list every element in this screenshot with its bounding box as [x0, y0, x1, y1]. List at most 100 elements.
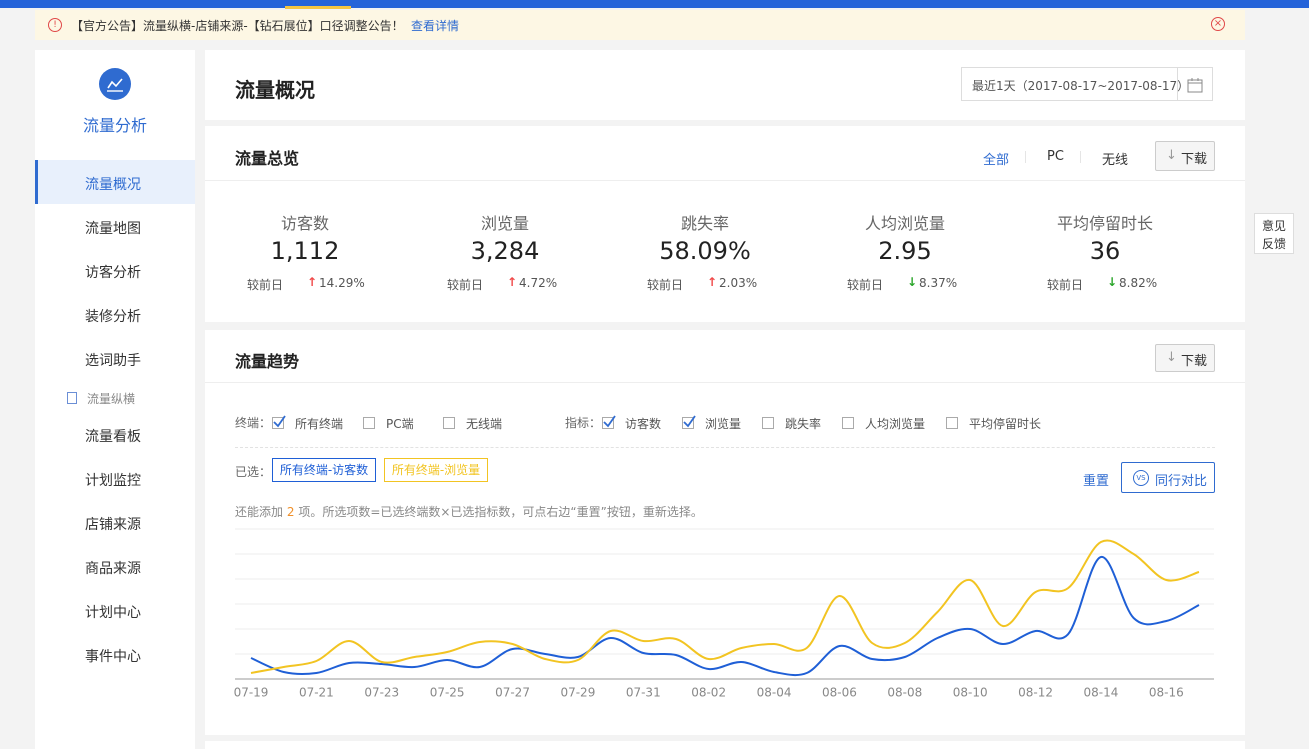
- metric-label: 平均停留时长: [1056, 214, 1153, 233]
- download-label: 下载: [1181, 152, 1208, 167]
- checkmark: [273, 415, 286, 428]
- metric-label: 跳失率: [680, 214, 729, 233]
- menu-item[interactable]: 流量概况: [35, 160, 195, 204]
- checkbox-label: 访客数: [625, 417, 662, 431]
- menu-item[interactable]: 事件中心: [35, 632, 195, 676]
- selected-chip[interactable]: 所有终端-访客数: [272, 458, 376, 482]
- metric-label: 指标：: [565, 416, 602, 430]
- menu-label: 计划监控: [85, 473, 141, 489]
- x-tick-label: 08-02: [691, 686, 726, 700]
- x-tick-label: 07-19: [234, 686, 269, 700]
- download-icon: ↓: [1166, 350, 1177, 365]
- page-title: 流量概况: [235, 78, 315, 102]
- series-line: [250, 556, 1200, 677]
- checkbox-label: 跳失率: [785, 417, 822, 431]
- metric-change: 14.29%: [319, 276, 365, 290]
- checkbox-label: 人均浏览量: [865, 417, 926, 431]
- tab[interactable]: PC: [1047, 149, 1064, 164]
- metric-change: 8.37%: [919, 276, 958, 290]
- menu-item[interactable]: 流量地图: [35, 204, 195, 248]
- trend-arrow: ↓: [1107, 275, 1118, 289]
- metric-value: 2.95: [878, 237, 932, 265]
- menu-item[interactable]: 计划中心: [35, 588, 195, 632]
- checkbox[interactable]: [363, 417, 375, 429]
- checkbox-label: 无线端: [466, 417, 503, 431]
- download-button[interactable]: ↓ 下载: [1155, 344, 1215, 372]
- date-range: 最近1天（2017-08-17~2017-08-17）: [972, 79, 1190, 93]
- notice-link[interactable]: 查看详情: [411, 19, 460, 33]
- checkmark: [683, 415, 696, 428]
- checkmark: [603, 415, 616, 428]
- trend-arrow: ↑: [307, 275, 318, 289]
- tab[interactable]: 无线: [1102, 153, 1129, 168]
- trend-panel: 流量趋势 ↓ 下载 终端： 指标： 已选： 重置 VS 同行对比 还能添加 2 …: [205, 330, 1245, 735]
- x-tick-label: 08-16: [1149, 686, 1184, 700]
- hint-count: 2: [286, 505, 295, 519]
- checkbox[interactable]: [443, 417, 455, 429]
- checkbox[interactable]: [842, 417, 854, 429]
- checkbox[interactable]: [602, 415, 616, 429]
- feedback-text: 反馈: [1261, 237, 1286, 251]
- x-tick-label: 08-06: [822, 686, 857, 700]
- metric-compare: 较前日: [247, 278, 284, 292]
- notice-close[interactable]: ×: [1211, 17, 1225, 31]
- checkbox-label: 所有终端: [295, 417, 344, 431]
- metric-label: 人均浏览量: [864, 214, 945, 233]
- chart-icon: [107, 78, 123, 92]
- date-picker[interactable]: 最近1天（2017-08-17~2017-08-17）: [961, 67, 1213, 101]
- metric-value: 3,284: [470, 237, 540, 265]
- menu-label: 访客分析: [85, 265, 141, 281]
- menu-item[interactable]: 流量看板: [35, 412, 195, 456]
- menu-label: 计划中心: [85, 605, 141, 621]
- metric-compare: 较前日: [447, 278, 484, 292]
- menu-item[interactable]: 店铺来源: [35, 500, 195, 544]
- x-tick-label: 07-29: [560, 686, 595, 700]
- menu-item[interactable]: 访客分析: [35, 248, 195, 292]
- x-tick-label: 07-27: [495, 686, 530, 700]
- feedback-button[interactable]: 意见 反馈: [1254, 213, 1294, 254]
- metric-compare: 较前日: [647, 278, 684, 292]
- divider: [1177, 68, 1178, 100]
- metric-label: 访客数: [280, 214, 329, 233]
- selected-chip[interactable]: 所有终端-浏览量: [384, 458, 488, 482]
- menu-item[interactable]: 计划监控: [35, 456, 195, 500]
- divider: [235, 447, 1215, 448]
- tab[interactable]: 全部: [983, 153, 1010, 168]
- calendar-icon: [1187, 78, 1203, 93]
- metric-change: 8.82%: [1119, 276, 1158, 290]
- x-tick-label: 07-21: [299, 686, 334, 700]
- checkbox[interactable]: [272, 415, 286, 429]
- tab-divider: [1025, 151, 1026, 163]
- checkbox-label: PC端: [386, 417, 414, 431]
- sidebar: 流量分析 流量概况 流量地图 访客分析 装修分析 选词助手 流量纵横 流量看板 计划监控 店铺来…: [35, 50, 195, 749]
- notice-text: 【官方公告】流量纵横-店铺来源-【钻石展位】口径调整公告！: [71, 19, 404, 33]
- overview-panel: 流量总览 ↓ 下载 全部 PC 无线 访客数 1,112 较前日 ↑ 14.29% 浏览量 3,2…: [205, 126, 1245, 322]
- checkbox[interactable]: [762, 417, 774, 429]
- menu-item[interactable]: 选词助手: [35, 336, 195, 380]
- menu-item[interactable]: 装修分析: [35, 292, 195, 336]
- download-button[interactable]: ↓ 下载: [1155, 141, 1215, 171]
- x-tick-label: 08-12: [1018, 686, 1053, 700]
- section-label: 流量纵横: [87, 392, 136, 406]
- compare-button[interactable]: VS 同行对比: [1121, 462, 1215, 493]
- trend-arrow: ↓: [907, 275, 918, 289]
- menu-label: 流量地图: [85, 221, 141, 237]
- divider: [205, 180, 1245, 181]
- terminal-label: 终端：: [235, 416, 272, 430]
- x-tick-label: 07-23: [364, 686, 399, 700]
- checkbox[interactable]: [682, 415, 696, 429]
- menu-label: 流量看板: [85, 429, 141, 445]
- metric-change: 2.03%: [719, 276, 758, 290]
- feedback-text: 意见: [1261, 219, 1286, 233]
- checkbox-label: 浏览量: [705, 417, 742, 431]
- metric-change: 4.72%: [519, 276, 558, 290]
- menu-item[interactable]: 商品来源: [35, 544, 195, 588]
- reset-link[interactable]: 重置: [1083, 474, 1110, 489]
- checkbox[interactable]: [946, 417, 958, 429]
- section-icon: [67, 392, 77, 404]
- sidebar-icon: [99, 68, 131, 100]
- top-bar: [0, 0, 1309, 8]
- metric-label: 浏览量: [480, 214, 529, 233]
